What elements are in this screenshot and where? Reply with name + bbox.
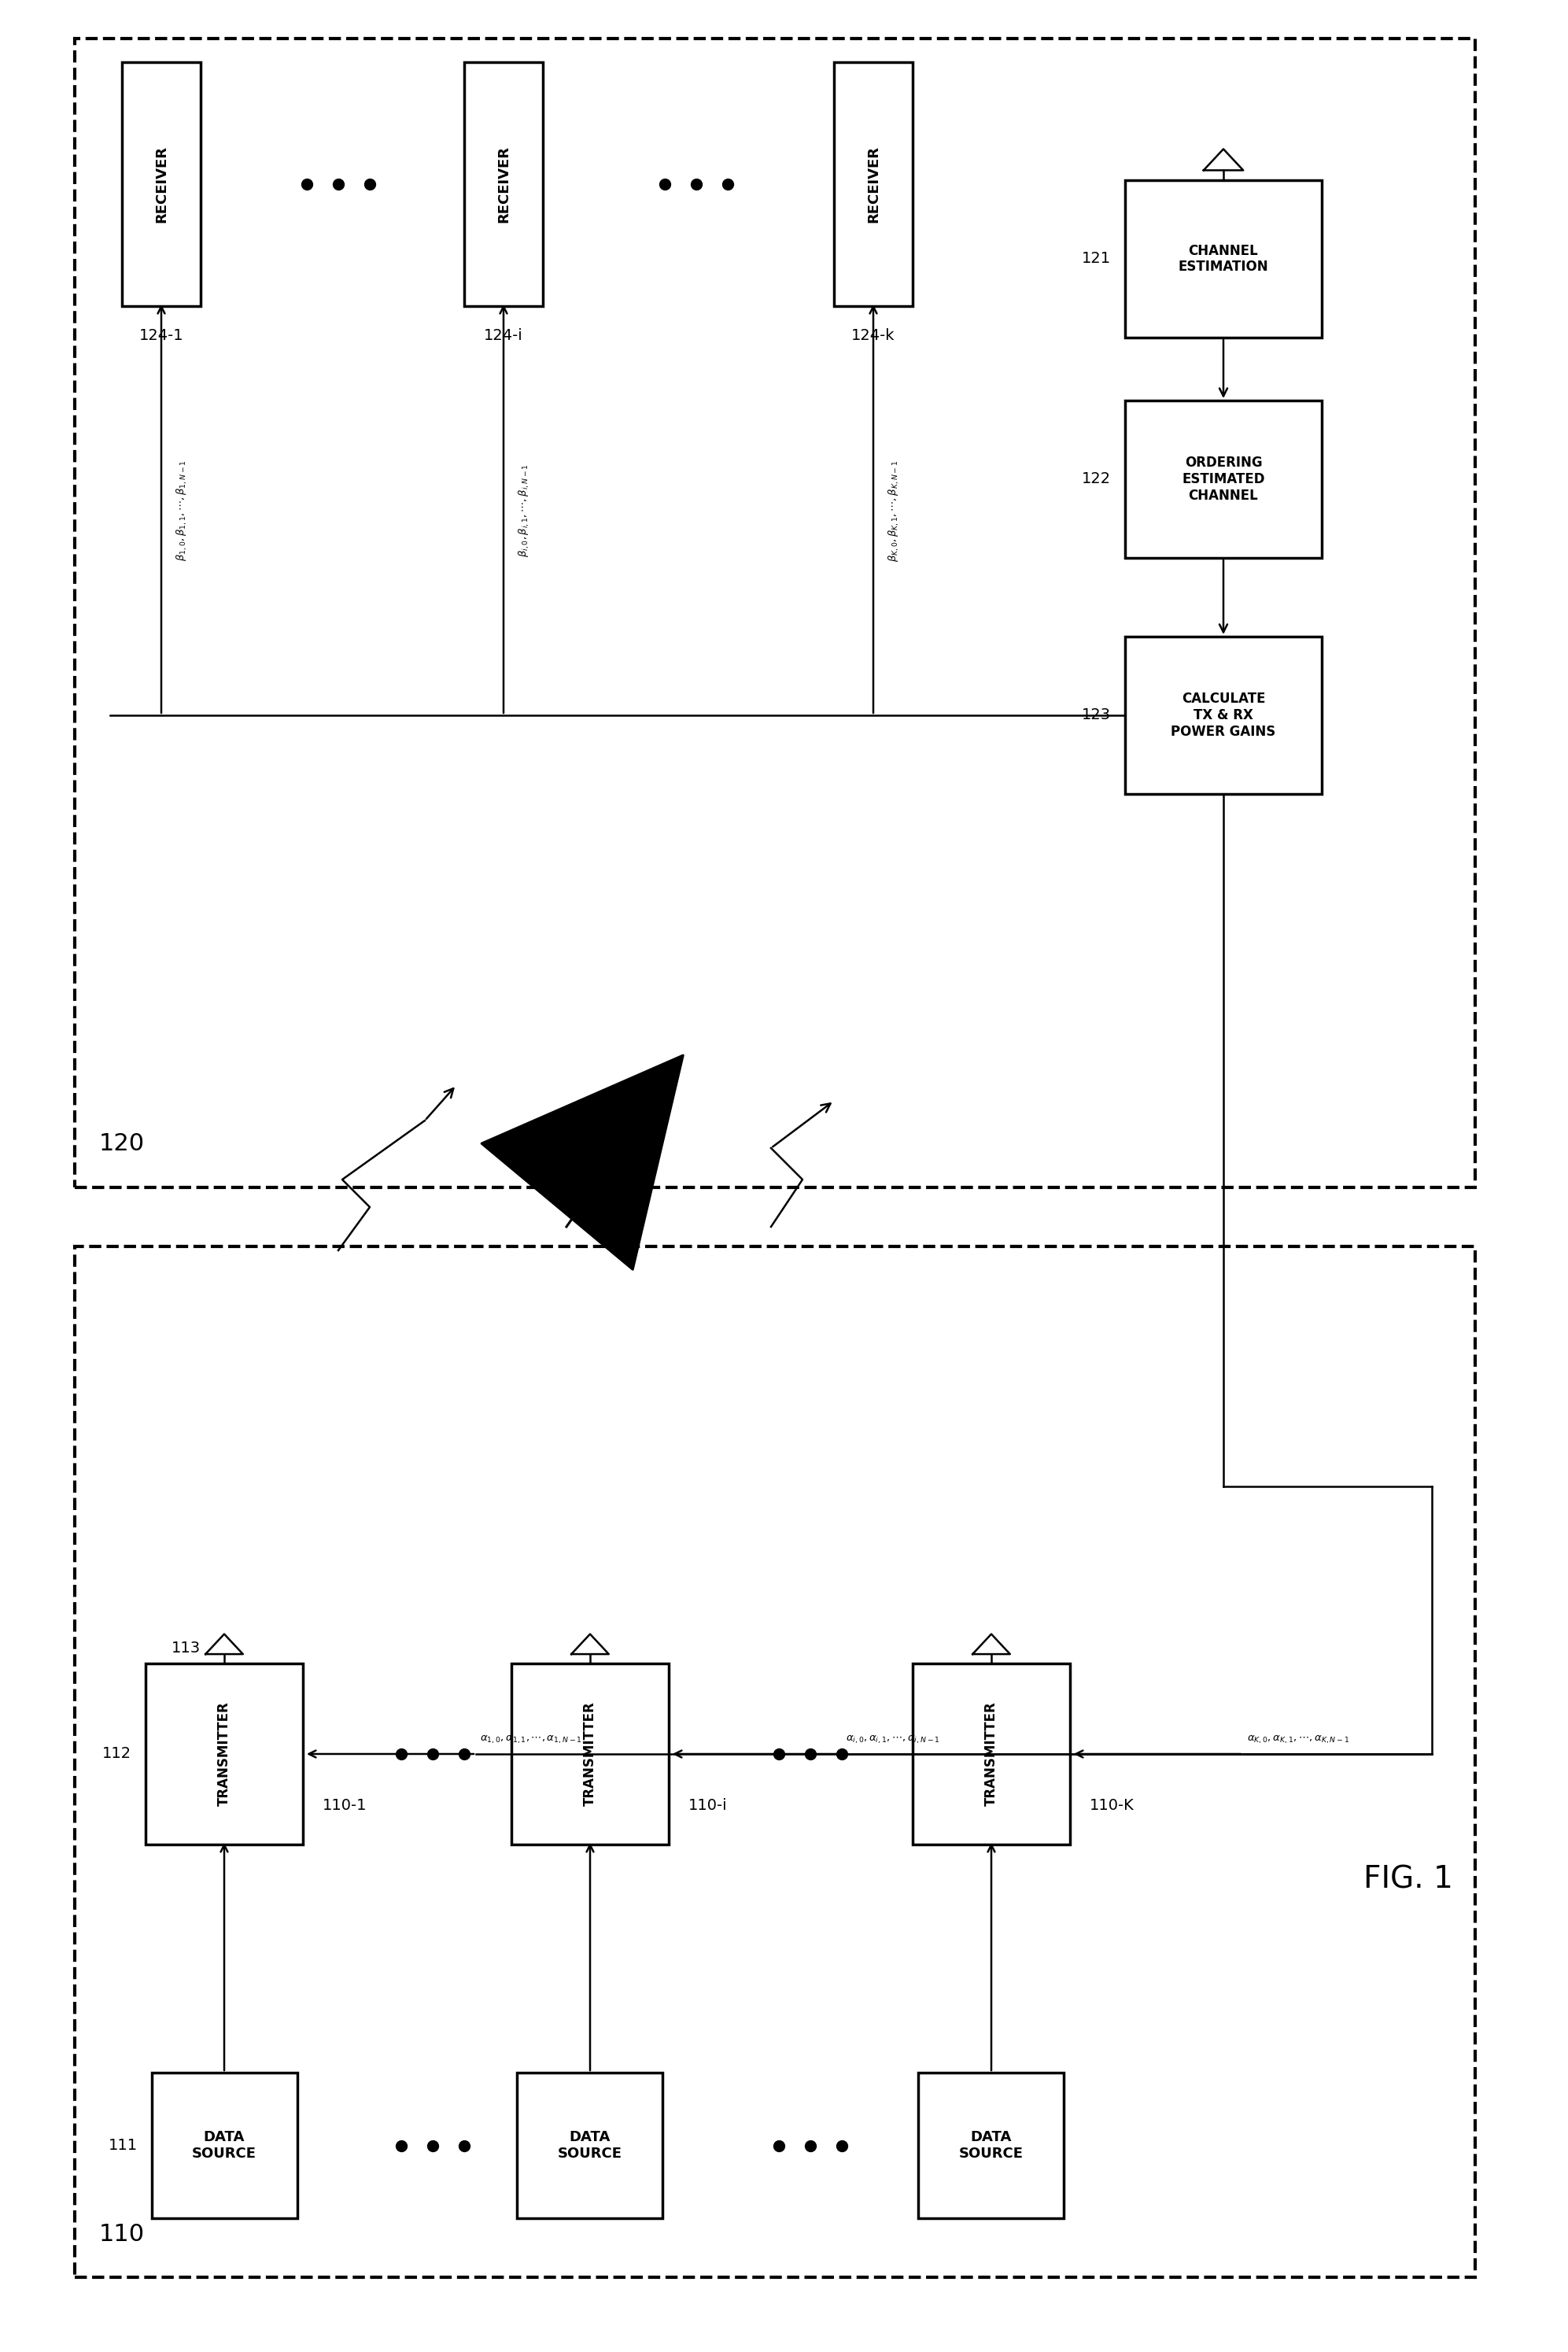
Text: TRANSMITTER: TRANSMITTER	[216, 1703, 232, 1806]
Text: $\beta_{K,0},\beta_{K,1},\cdots,\beta_{K,N-1}$: $\beta_{K,0},\beta_{K,1},\cdots,\beta_{K…	[887, 459, 902, 562]
Text: 121: 121	[1082, 252, 1110, 266]
Text: 113: 113	[171, 1639, 201, 1656]
Bar	[75, 38, 1475, 1188]
Text: $\alpha_{1,0},\alpha_{1,1},\cdots,\alpha_{1,N-1}$: $\alpha_{1,0},\alpha_{1,1},\cdots,\alpha…	[480, 1733, 582, 1745]
Bar	[511, 1663, 668, 1844]
Text: 111: 111	[108, 2138, 138, 2152]
Bar	[919, 2072, 1065, 2218]
Text: DATA
SOURCE: DATA SOURCE	[960, 2131, 1024, 2161]
Text: RECEIVER: RECEIVER	[154, 146, 168, 223]
Text: DATA
SOURCE: DATA SOURCE	[191, 2131, 257, 2161]
Text: 124-i: 124-i	[485, 329, 524, 343]
Bar	[122, 61, 201, 306]
Text: CHANNEL
ESTIMATION: CHANNEL ESTIMATION	[1178, 245, 1269, 275]
Text: 110-K: 110-K	[1090, 1797, 1134, 1813]
Text: 124-k: 124-k	[851, 329, 895, 343]
Bar	[1126, 637, 1322, 795]
Bar	[1126, 181, 1322, 339]
Text: 112: 112	[102, 1748, 132, 1762]
Text: TRANSMITTER: TRANSMITTER	[583, 1703, 597, 1806]
Text: 123: 123	[1082, 708, 1110, 722]
Text: 124-1: 124-1	[140, 329, 183, 343]
Text: 122: 122	[1082, 473, 1110, 487]
Bar	[517, 2072, 663, 2218]
Bar	[464, 61, 543, 306]
Bar	[75, 1247, 1475, 2277]
Bar	[146, 1663, 303, 1844]
Text: ORDERING
ESTIMATED
CHANNEL: ORDERING ESTIMATED CHANNEL	[1182, 456, 1265, 503]
Bar	[1126, 400, 1322, 557]
Text: $\beta_{i,0},\beta_{i,1},\cdots,\beta_{i,N-1}$: $\beta_{i,0},\beta_{i,1},\cdots,\beta_{i…	[517, 463, 532, 557]
Text: 120: 120	[99, 1134, 144, 1155]
Text: RECEIVER: RECEIVER	[866, 146, 880, 223]
Text: 110-i: 110-i	[688, 1797, 728, 1813]
Bar	[913, 1663, 1069, 1844]
Bar	[152, 2072, 296, 2218]
Text: $\alpha_{K,0},\alpha_{K,1},\cdots,\alpha_{K,N-1}$: $\alpha_{K,0},\alpha_{K,1},\cdots,\alpha…	[1247, 1733, 1350, 1745]
Text: $\alpha_{i,0},\alpha_{i,1},\cdots,\alpha_{i,N-1}$: $\alpha_{i,0},\alpha_{i,1},\cdots,\alpha…	[845, 1733, 939, 1745]
Text: CALCULATE
TX & RX
POWER GAINS: CALCULATE TX & RX POWER GAINS	[1171, 691, 1276, 739]
Bar	[834, 61, 913, 306]
Text: 110-1: 110-1	[323, 1797, 367, 1813]
Text: $\beta_{1,0},\beta_{1,1},\cdots,\beta_{1,N-1}$: $\beta_{1,0},\beta_{1,1},\cdots,\beta_{1…	[176, 461, 190, 562]
Text: RECEIVER: RECEIVER	[497, 146, 511, 223]
Text: 110: 110	[99, 2223, 144, 2246]
Text: DATA
SOURCE: DATA SOURCE	[558, 2131, 622, 2161]
Text: TRANSMITTER: TRANSMITTER	[985, 1703, 999, 1806]
Text: FIG. 1: FIG. 1	[1364, 1865, 1454, 1896]
